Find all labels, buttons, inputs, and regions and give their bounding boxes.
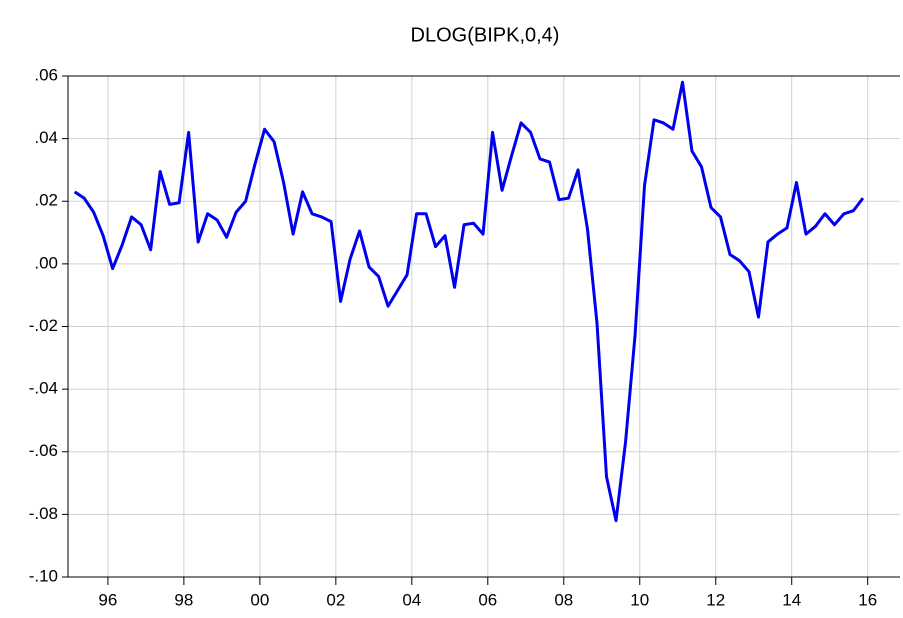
y-tick-label: -.10: [29, 566, 58, 585]
x-tick-label: 04: [402, 590, 421, 609]
data-line: [73, 80, 865, 523]
x-tick-label: 98: [174, 590, 193, 609]
x-tick-label: 08: [554, 590, 573, 609]
chart-title: DLOG(BIPK,0,4): [411, 24, 560, 46]
y-tick-label: .06: [34, 65, 58, 84]
x-tick-label: 16: [858, 590, 877, 609]
x-tick-label: 02: [326, 590, 345, 609]
x-tick-label: 12: [706, 590, 725, 609]
y-tick-label: -.04: [29, 379, 58, 398]
x-tick-label: 96: [98, 590, 117, 609]
y-tick-label: .00: [34, 253, 58, 272]
y-tick-label: -.06: [29, 441, 58, 460]
y-tick-label: .02: [34, 191, 58, 210]
y-tick-label: -.02: [29, 316, 58, 335]
x-tick-label: 10: [630, 590, 649, 609]
y-tick-label: -.08: [29, 504, 58, 523]
x-tick-label: 06: [478, 590, 497, 609]
y-tick-label: .04: [34, 128, 58, 147]
x-tick-label: 00: [250, 590, 269, 609]
x-tick-label: 14: [782, 590, 801, 609]
